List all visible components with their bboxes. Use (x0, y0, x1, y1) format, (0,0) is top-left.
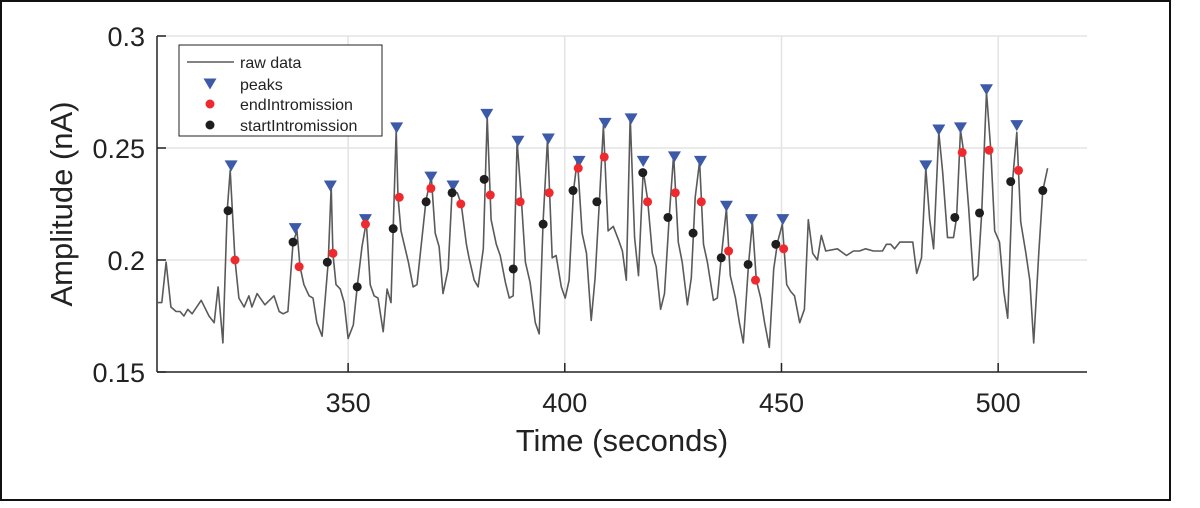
legend-label: peaks (240, 77, 283, 94)
peak-marker (390, 122, 404, 134)
peak-marker (480, 108, 494, 120)
y-axis-label: Amplitude (nA) (44, 101, 79, 306)
peak-marker (693, 155, 707, 167)
peak-marker (719, 200, 733, 212)
start-intromission-marker (592, 197, 602, 207)
peak-marker (636, 155, 650, 167)
end-intromission-marker (750, 275, 760, 285)
x-tick-label: 400 (542, 388, 587, 418)
peak-marker (776, 214, 790, 226)
end-intromission-marker (485, 190, 495, 200)
end-intromission-marker (957, 147, 967, 157)
end-intromission-marker (984, 145, 994, 155)
peak-marker (511, 135, 525, 147)
start-intromission-marker (568, 186, 578, 196)
legend-peak-swatch (203, 78, 217, 90)
start-intromission-marker (538, 219, 548, 229)
start-intromission-marker (716, 253, 726, 263)
legend-label: raw data (240, 55, 301, 72)
y-tick-label: 0.2 (107, 246, 145, 276)
start-intromission-marker (508, 264, 518, 274)
peak-marker (979, 84, 993, 96)
end-intromission-marker (696, 197, 706, 207)
plot-marks (157, 84, 1049, 349)
start-intromission-marker (388, 224, 398, 234)
end-intromission-marker (1014, 165, 1024, 175)
start-intromission-marker (688, 228, 698, 238)
start-intromission-marker (421, 197, 431, 207)
end-intromission-marker (515, 197, 525, 207)
legend-dot-swatch (205, 120, 215, 130)
peak-marker (224, 160, 238, 172)
start-intromission-marker (638, 168, 648, 178)
start-intromission-marker (479, 174, 489, 184)
legend-box (178, 44, 383, 137)
x-tick-label: 350 (326, 388, 371, 418)
end-intromission-marker (724, 246, 734, 256)
legend: raw data peaks endIntromission startIntromi… (178, 44, 383, 137)
end-intromission-marker (456, 199, 466, 209)
end-intromission-marker (230, 255, 240, 265)
peak-marker (541, 133, 555, 145)
end-intromission-marker (573, 163, 583, 173)
start-intromission-marker (663, 212, 673, 222)
end-intromission-marker (394, 192, 404, 202)
end-intromission-marker (294, 262, 304, 272)
x-axis-label: Time (seconds) (516, 423, 728, 458)
start-intromission-marker (1038, 186, 1048, 196)
tick-labels: 350 400 450 500 0.15 0.2 0.25 0.3 (92, 22, 1020, 418)
peak-marker (572, 155, 586, 167)
peak-marker (667, 151, 681, 163)
start-intromission-marker (447, 188, 457, 198)
axes (156, 35, 1087, 373)
start-intromission-marker (1006, 177, 1016, 187)
x-tick-label: 500 (976, 388, 1021, 418)
peak-marker (598, 117, 612, 129)
figure-frame (0, 0, 1171, 501)
peak-marker (745, 214, 759, 226)
peak-marker (424, 171, 438, 183)
legend-label: startIntromission (240, 118, 357, 135)
start-intromission-marker (771, 239, 781, 249)
start-intromission-marker (288, 237, 298, 247)
peak-marker (288, 223, 302, 235)
end-intromission-marker (544, 188, 554, 198)
start-intromission-marker (950, 212, 960, 222)
y-tick-label: 0.3 (107, 22, 145, 52)
raw-data-line (157, 91, 1049, 349)
start-intromission-marker (743, 259, 753, 269)
end-intromission-marker (599, 152, 609, 162)
peak-marker (446, 180, 460, 192)
peak-marker (932, 124, 946, 136)
legend-dot-swatch (205, 99, 215, 109)
start-intromission-marker (223, 206, 233, 216)
end-intromission-marker (360, 219, 370, 229)
peak-marker (624, 113, 638, 125)
start-intromission-marker (322, 257, 332, 267)
end-intromission-marker (643, 197, 653, 207)
y-tick-label: 0.15 (92, 358, 145, 388)
end-intromission-marker (426, 183, 436, 193)
end-intromission-marker (328, 248, 338, 258)
peak-marker (919, 160, 933, 172)
start-intromission-marker (352, 282, 362, 292)
grid (157, 35, 1087, 372)
end-intromission-marker (670, 188, 680, 198)
peak-marker (953, 122, 967, 134)
start-intromission-marker (975, 208, 985, 218)
legend-label: endIntromission (240, 97, 353, 114)
peak-marker (323, 180, 337, 192)
y-tick-label: 0.25 (92, 134, 145, 164)
peak-marker (1010, 120, 1024, 132)
end-intromission-marker (779, 244, 789, 254)
x-tick-label: 450 (759, 388, 804, 418)
